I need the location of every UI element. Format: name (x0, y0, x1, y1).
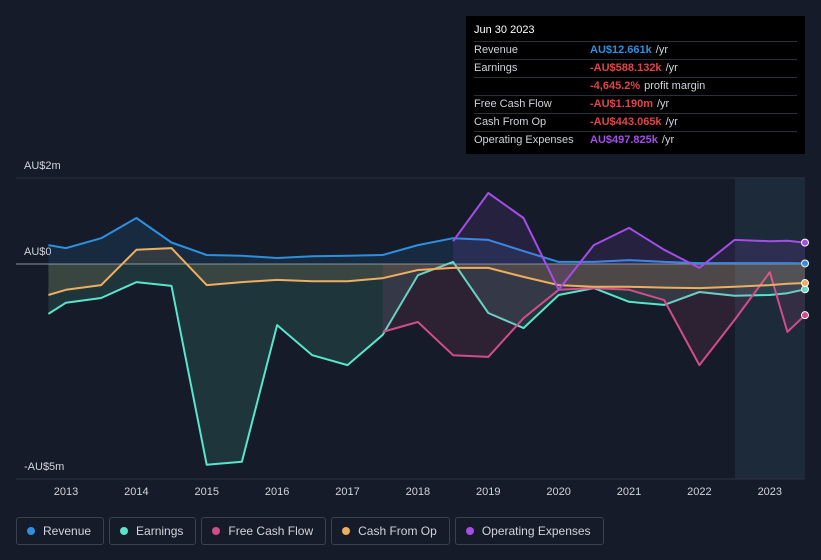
legend-item[interactable]: Operating Expenses (454, 517, 604, 545)
x-tick-label: 2017 (335, 486, 359, 498)
series-line (382, 271, 806, 367)
tooltip-label: Earnings (474, 62, 518, 74)
tooltip-unit: profit margin (644, 80, 706, 92)
tooltip-label (474, 78, 590, 95)
x-tick-label: 2013 (54, 486, 78, 498)
y-tick-label: AU$2m (24, 160, 61, 172)
legend-item[interactable]: Free Cash Flow (201, 517, 327, 545)
legend-item[interactable]: Revenue (16, 517, 105, 545)
chart: AU$2m AU$0 -AU$5m 2013 2014 2015 2016 2017 2018 2… (16, 160, 809, 498)
tooltip-unit: /yr (655, 44, 669, 56)
tooltip-row: Revenue AU$12.661k/yr (474, 41, 797, 59)
series-area (48, 261, 805, 465)
tooltip-value: -AU$443.065k (590, 116, 662, 128)
legend-item[interactable]: Cash From Op (331, 517, 450, 545)
tooltip-value: -4,645.2% (590, 80, 641, 92)
series-area (382, 264, 805, 366)
tooltip-label: Cash From Op (474, 116, 547, 128)
y-tick-label: AU$0 (24, 246, 52, 258)
tooltip-value: AU$497.825k (590, 134, 658, 146)
tooltip-row: -4,645.2% profit margin (474, 77, 797, 95)
tooltip-unit: /yr (665, 116, 678, 128)
x-tick-label: 2021 (617, 486, 641, 498)
series-area (48, 248, 805, 295)
tooltip-value: -AU$588.132k (590, 62, 662, 74)
tooltip-unit: /yr (661, 134, 675, 146)
legend: Revenue Earnings Free Cash Flow Cash From O… (16, 517, 604, 545)
series-line (452, 192, 806, 291)
legend-label: Earnings (136, 524, 184, 538)
end-marker (801, 311, 809, 320)
tooltip-value: -AU$1.190m (590, 98, 653, 110)
x-tick-label: 2015 (194, 486, 218, 498)
tooltip-label: Revenue (474, 44, 519, 56)
tooltip-row: Cash From Op -AU$443.065k/yr (474, 113, 797, 131)
legend-swatch (465, 527, 474, 535)
tooltip-unit: /yr (665, 62, 678, 74)
tooltip-date: Jun 30 2023 (474, 24, 535, 36)
legend-swatch (120, 527, 129, 535)
y-tick-label: -AU$5m (24, 461, 64, 473)
legend-swatch (342, 527, 351, 535)
legend-label: Cash From Op (358, 524, 437, 538)
tooltip: Jun 30 2023 Revenue AU$12.661k/yr Earnings -… (466, 16, 805, 154)
legend-item[interactable]: Earnings (109, 517, 197, 545)
tooltip-unit: /yr (656, 98, 670, 110)
tooltip-row: Operating Expenses AU$497.825k/yr (474, 131, 797, 149)
legend-label: Revenue (43, 524, 92, 538)
x-tick-label: 2019 (476, 486, 500, 498)
legend-label: Free Cash Flow (228, 524, 314, 538)
x-tick-label: 2022 (687, 486, 711, 498)
x-tick-label: 2014 (124, 486, 148, 498)
end-marker (801, 259, 809, 268)
series-line (48, 247, 806, 296)
tooltip-label: Operating Expenses (474, 134, 574, 146)
tooltip-row: Earnings -AU$588.132k/yr (474, 59, 797, 77)
end-marker (801, 238, 809, 247)
legend-label: Operating Expenses (481, 524, 591, 538)
end-marker (801, 279, 809, 288)
series-area (453, 193, 805, 290)
x-tick-label: 2020 (546, 486, 570, 498)
x-tick-label: 2018 (406, 486, 430, 498)
tooltip-value: AU$12.661k (590, 44, 652, 56)
tooltip-label: Free Cash Flow (474, 98, 552, 110)
series-area (48, 218, 805, 264)
legend-swatch (27, 527, 35, 535)
x-tick-label: 2023 (758, 486, 782, 498)
x-tick-label: 2016 (265, 486, 289, 498)
tooltip-row: Free Cash Flow -AU$1.190m/yr (474, 95, 797, 113)
highlight-band (735, 178, 805, 479)
legend-swatch (212, 527, 221, 535)
